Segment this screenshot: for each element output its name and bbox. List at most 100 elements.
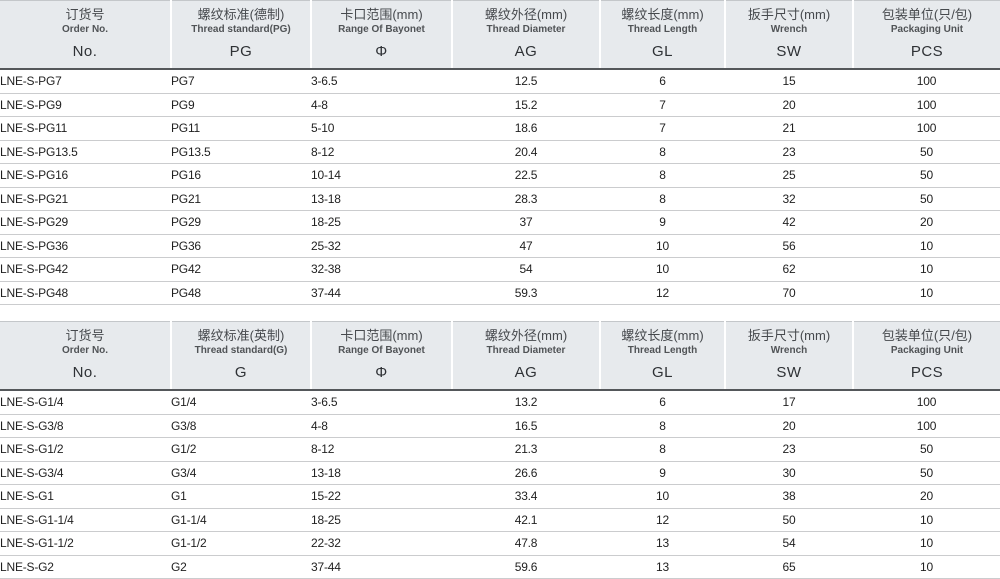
cell-bayonet-range: 5-10 (311, 116, 452, 141)
table-body: LNE-S-PG7 PG7 3-6.5 12.5 6 15 100 LNE-S-PG9 PG9 4… (0, 69, 1000, 305)
cell-thread-standard: G1-1/4 (171, 508, 311, 532)
table-header: 订货号 Order No. No. 螺纹标准(德制) Thread standard(P… (0, 0, 1000, 70)
header-label-zh: 卡口范围(mm) (340, 328, 423, 343)
column-header-packaging: 包装单位(只/包) Packaging Unit PCS (853, 321, 1000, 391)
cell-thread-diameter: 20.4 (452, 140, 600, 164)
cell-packaging: 50 (853, 437, 1000, 462)
cell-order-no: LNE-S-PG29 (0, 210, 171, 235)
cell-wrench: 56 (725, 234, 853, 258)
cell-order-no: LNE-S-G1/4 (0, 390, 171, 415)
header-label-en: Packaging Unit (890, 345, 964, 356)
cell-thread-standard: PG36 (171, 234, 311, 258)
table-row: LNE-S-G1-1/4 G1-1/4 18-25 42.1 12 50 10 (0, 508, 1000, 532)
cell-thread-length: 13 (600, 531, 725, 556)
table-row: LNE-S-PG11 PG11 5-10 18.6 7 21 100 (0, 116, 1000, 141)
cell-thread-standard: G1-1/2 (171, 531, 311, 556)
cell-order-no: LNE-S-PG16 (0, 163, 171, 188)
cell-thread-length: 9 (600, 461, 725, 485)
cell-thread-standard: PG16 (171, 163, 311, 188)
cell-thread-length: 8 (600, 414, 725, 438)
header-label-en: Thread standard(PG) (191, 24, 291, 35)
cell-thread-diameter: 42.1 (452, 508, 600, 532)
header-label-zh: 螺纹长度(mm) (621, 328, 704, 343)
cell-thread-diameter: 59.3 (452, 281, 600, 305)
header-label-zh: 螺纹标准(英制) (197, 328, 285, 343)
table-row: LNE-S-G2 G2 37-44 59.6 13 65 10 (0, 555, 1000, 579)
cell-thread-length: 7 (600, 116, 725, 141)
column-header-thread-diameter: 螺纹外径(mm) Thread Diameter AG (452, 0, 601, 70)
cell-wrench: 30 (725, 461, 853, 485)
cell-thread-diameter: 16.5 (452, 414, 600, 438)
column-header-order-no: 订货号 Order No. No. (0, 0, 172, 70)
cell-packaging: 20 (853, 484, 1000, 509)
header-code: GL (651, 364, 673, 381)
cell-thread-length: 9 (600, 210, 725, 235)
cell-packaging: 10 (853, 234, 1000, 258)
header-label-en: Thread Diameter (486, 24, 566, 35)
header-label-zh: 螺纹外径(mm) (484, 328, 568, 343)
table-body: LNE-S-G1/4 G1/4 3-6.5 13.2 6 17 100 LNE-S-G3/8 G… (0, 390, 1000, 579)
cell-wrench: 38 (725, 484, 853, 509)
cell-packaging: 10 (853, 281, 1000, 305)
header-row: 订货号 Order No. No. 螺纹标准(德制) Thread standard(P… (0, 0, 1000, 70)
cell-thread-diameter: 33.4 (452, 484, 600, 509)
header-label-zh: 包装单位(只/包) (881, 328, 973, 343)
column-header-order-no: 订货号 Order No. No. (0, 321, 172, 391)
cell-thread-standard: PG9 (171, 93, 311, 117)
cell-order-no: LNE-S-PG36 (0, 234, 171, 258)
cell-order-no: LNE-S-G1 (0, 484, 171, 509)
cell-thread-diameter: 12.5 (452, 69, 600, 94)
table-header: 订货号 Order No. No. 螺纹标准(英制) Thread standard(G… (0, 321, 1000, 391)
cell-thread-standard: G1/4 (171, 390, 311, 415)
header-label-zh: 螺纹长度(mm) (621, 7, 704, 22)
cell-thread-diameter: 59.6 (452, 555, 600, 579)
cell-thread-length: 6 (600, 69, 725, 94)
cell-thread-length: 8 (600, 187, 725, 211)
cell-thread-length: 7 (600, 93, 725, 117)
cell-bayonet-range: 15-22 (311, 484, 452, 509)
cell-packaging: 100 (853, 69, 1000, 94)
header-code: PG (229, 43, 253, 60)
table-row: LNE-S-G1-1/2 G1-1/2 22-32 47.8 13 54 10 (0, 531, 1000, 556)
table-row: LNE-S-PG21 PG21 13-18 28.3 8 32 50 (0, 187, 1000, 211)
header-label-zh: 扳手尺寸(mm) (747, 328, 831, 343)
cell-order-no: LNE-S-G1-1/2 (0, 531, 171, 556)
header-label-en: Wrench (770, 345, 808, 356)
cell-wrench: 25 (725, 163, 853, 188)
cell-thread-length: 13 (600, 555, 725, 579)
column-header-thread-standard: 螺纹标准(德制) Thread standard(PG) PG (171, 0, 312, 70)
cell-thread-diameter: 21.3 (452, 437, 600, 462)
cell-wrench: 32 (725, 187, 853, 211)
header-code: No. (72, 43, 98, 60)
header-label-en: Order No. (61, 24, 109, 35)
cell-order-no: LNE-S-PG42 (0, 257, 171, 282)
cell-packaging: 50 (853, 140, 1000, 164)
cell-wrench: 23 (725, 140, 853, 164)
header-label-zh: 订货号 (65, 7, 105, 22)
cell-thread-length: 12 (600, 281, 725, 305)
table-row: LNE-S-PG16 PG16 10-14 22.5 8 25 50 (0, 163, 1000, 188)
cell-bayonet-range: 32-38 (311, 257, 452, 282)
cell-order-no: LNE-S-PG13.5 (0, 140, 171, 164)
header-label-en: Order No. (61, 345, 109, 356)
cell-thread-standard: PG48 (171, 281, 311, 305)
cell-wrench: 21 (725, 116, 853, 141)
cell-order-no: LNE-S-G3/4 (0, 461, 171, 485)
cell-order-no: LNE-S-PG7 (0, 69, 171, 94)
header-code: PCS (910, 43, 944, 60)
cell-thread-diameter: 15.2 (452, 93, 600, 117)
cell-thread-diameter: 26.6 (452, 461, 600, 485)
column-header-wrench: 扳手尺寸(mm) Wrench SW (725, 0, 854, 70)
cell-bayonet-range: 3-6.5 (311, 69, 452, 94)
header-label-en: Packaging Unit (890, 24, 964, 35)
header-code: SW (776, 364, 802, 381)
cell-wrench: 62 (725, 257, 853, 282)
cell-thread-standard: PG42 (171, 257, 311, 282)
table-row: LNE-S-PG7 PG7 3-6.5 12.5 6 15 100 (0, 69, 1000, 94)
cell-order-no: LNE-S-G3/8 (0, 414, 171, 438)
header-label-zh: 螺纹标准(德制) (197, 7, 285, 22)
cell-order-no: LNE-S-PG11 (0, 116, 171, 141)
header-label-en: Thread Length (627, 24, 698, 35)
header-label-zh: 包装单位(只/包) (881, 7, 973, 22)
